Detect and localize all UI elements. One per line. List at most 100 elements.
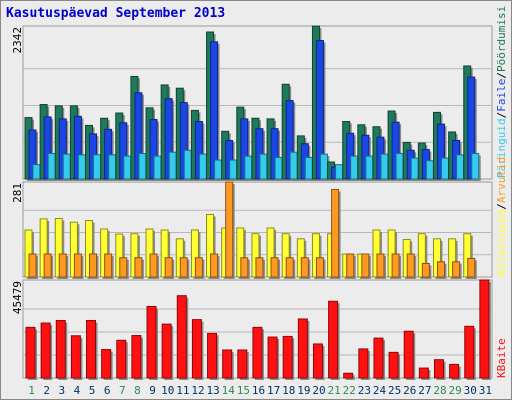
bar-hosts-day-22 [346, 253, 356, 279]
bar-hosts-day-2 [43, 253, 54, 279]
bar-hosts-day-11 [179, 257, 190, 279]
bar-hosts-day-4 [73, 253, 84, 279]
bar-hosts-day-14 [225, 181, 235, 279]
x-tick-label: 7 [119, 384, 126, 397]
bar-kbytes-day-29 [449, 363, 461, 380]
bar-hosts-day-7 [119, 257, 129, 279]
bar-hosts-day-4-body [73, 253, 82, 278]
bar-kbytes-day-20-body [312, 343, 323, 379]
bar-kbytes-day-5-body [86, 319, 97, 379]
bar-kbytes-day-28-body [433, 359, 444, 379]
bar-kbytes-day-18-body [282, 335, 293, 379]
bar-visits-day-12-body [198, 153, 207, 180]
x-tick-label: 8 [134, 384, 141, 397]
bar-hosts-day-17-body [270, 257, 279, 278]
x-tick-label: 28 [433, 384, 446, 397]
bar-visits-day-7-body [123, 155, 132, 180]
bar-visits-day-11-body [183, 149, 192, 180]
bar-visits-day-29-body [456, 154, 465, 180]
bar-kbytes-day-2 [40, 322, 53, 380]
bar-kbytes-day-11 [176, 295, 189, 380]
bar-visits-day-16-body [259, 153, 268, 180]
bar-kbytes-day-21-body [328, 300, 339, 379]
bar-kbytes-day-23-body [358, 348, 369, 379]
x-tick-label: 2 [43, 384, 50, 397]
bar-hosts-day-21-body [331, 188, 340, 278]
bar-hosts-day-6 [104, 253, 114, 279]
bar-hosts-day-1-body [28, 253, 37, 278]
bar-kbytes-day-10 [161, 323, 174, 380]
bar-hosts-day-12 [194, 257, 205, 279]
x-tick-label: 12 [191, 384, 204, 397]
bar-files-day-13-body [210, 41, 219, 180]
bar-kbytes-day-2-body [40, 322, 51, 379]
bar-hosts-day-22-body [346, 253, 355, 278]
bar-kbytes-day-14-body [222, 349, 233, 379]
legend-sessions-hosts-part: Arvutid [495, 157, 508, 203]
bar-kbytes-day-17-body [267, 336, 278, 379]
bar-hosts-day-27-body [421, 262, 430, 278]
bar-kbytes-day-16 [252, 326, 264, 380]
bar-visits-day-25-body [395, 153, 404, 180]
bar-kbytes-day-26 [403, 330, 416, 380]
bar-visits-day-19-body [304, 156, 313, 180]
bar-kbytes-day-12 [191, 319, 204, 380]
bar-kbytes-day-19 [297, 318, 310, 380]
x-tick-label: 27 [418, 384, 431, 397]
chart-title: Kasutuspäevad September 2013 [6, 6, 226, 21]
x-tick-label: 18 [282, 384, 295, 397]
bar-hosts-day-20-body [315, 257, 324, 278]
bar-kbytes-day-9-body [146, 305, 157, 379]
bar-visits-day-21-body [335, 164, 344, 180]
bar-hosts-day-19 [300, 257, 311, 279]
bar-hosts-day-16-body [255, 257, 264, 278]
bar-kbytes-day-15 [237, 349, 249, 380]
bar-kbytes-day-13-body [207, 332, 218, 379]
bar-hosts-day-8-body [134, 257, 143, 278]
bar-hosts-day-26-body [406, 253, 415, 278]
bar-visits-day-2-body [47, 153, 56, 180]
x-tick-label: 5 [89, 384, 96, 397]
bar-kbytes-day-15-body [237, 349, 248, 379]
y-max-label-requests: 2342 [11, 27, 24, 54]
bar-kbytes-day-6-body [101, 349, 112, 379]
bar-hosts-day-30 [467, 257, 477, 279]
bar-kbytes-day-19-body [297, 318, 308, 379]
bar-kbytes-day-27-body [418, 367, 429, 379]
bar-kbytes-day-9 [146, 305, 159, 380]
bar-kbytes-day-28 [433, 359, 446, 380]
bar-kbytes-day-27 [418, 367, 431, 380]
bar-hosts-day-7-body [119, 257, 128, 278]
bar-kbytes-day-31-body [479, 279, 490, 379]
x-tick-label: 4 [74, 384, 81, 397]
legend-kbytes-part: KBaite [495, 338, 508, 378]
bar-visits-day-28-body [440, 157, 449, 180]
bar-visits-day-24-body [380, 153, 389, 180]
bar-visits-day-8-body [138, 153, 147, 180]
bar-hosts-day-9-body [149, 253, 158, 278]
bar-hosts-day-18-body [285, 257, 294, 278]
bar-kbytes-day-26-body [403, 330, 414, 379]
bar-kbytes-day-7 [116, 339, 128, 380]
bar-kbytes-day-11-body [176, 295, 187, 379]
bar-hosts-day-19-body [300, 257, 309, 278]
bar-hosts-day-8 [134, 257, 144, 279]
x-tick-label: 23 [358, 384, 371, 397]
bar-kbytes-day-23 [358, 348, 370, 380]
bar-kbytes-day-6 [101, 349, 113, 380]
bar-hosts-day-11-body [179, 257, 188, 278]
bar-kbytes-day-16-body [252, 326, 263, 379]
bar-visits-day-18-body [289, 151, 298, 180]
bar-kbytes-day-24-body [373, 337, 384, 379]
bar-visits-day-30 [471, 153, 481, 181]
bar-hosts-day-30-body [467, 257, 476, 278]
x-tick-label: 25 [388, 384, 401, 397]
bar-hosts-day-24-body [376, 253, 385, 278]
bar-kbytes-day-20 [312, 343, 325, 380]
bar-visits-day-6-body [108, 154, 117, 180]
bar-kbytes-day-18 [282, 335, 295, 380]
bar-hosts-day-28-body [436, 261, 445, 278]
legend-sessions-hosts: Külastused/Arvutid [495, 157, 508, 276]
